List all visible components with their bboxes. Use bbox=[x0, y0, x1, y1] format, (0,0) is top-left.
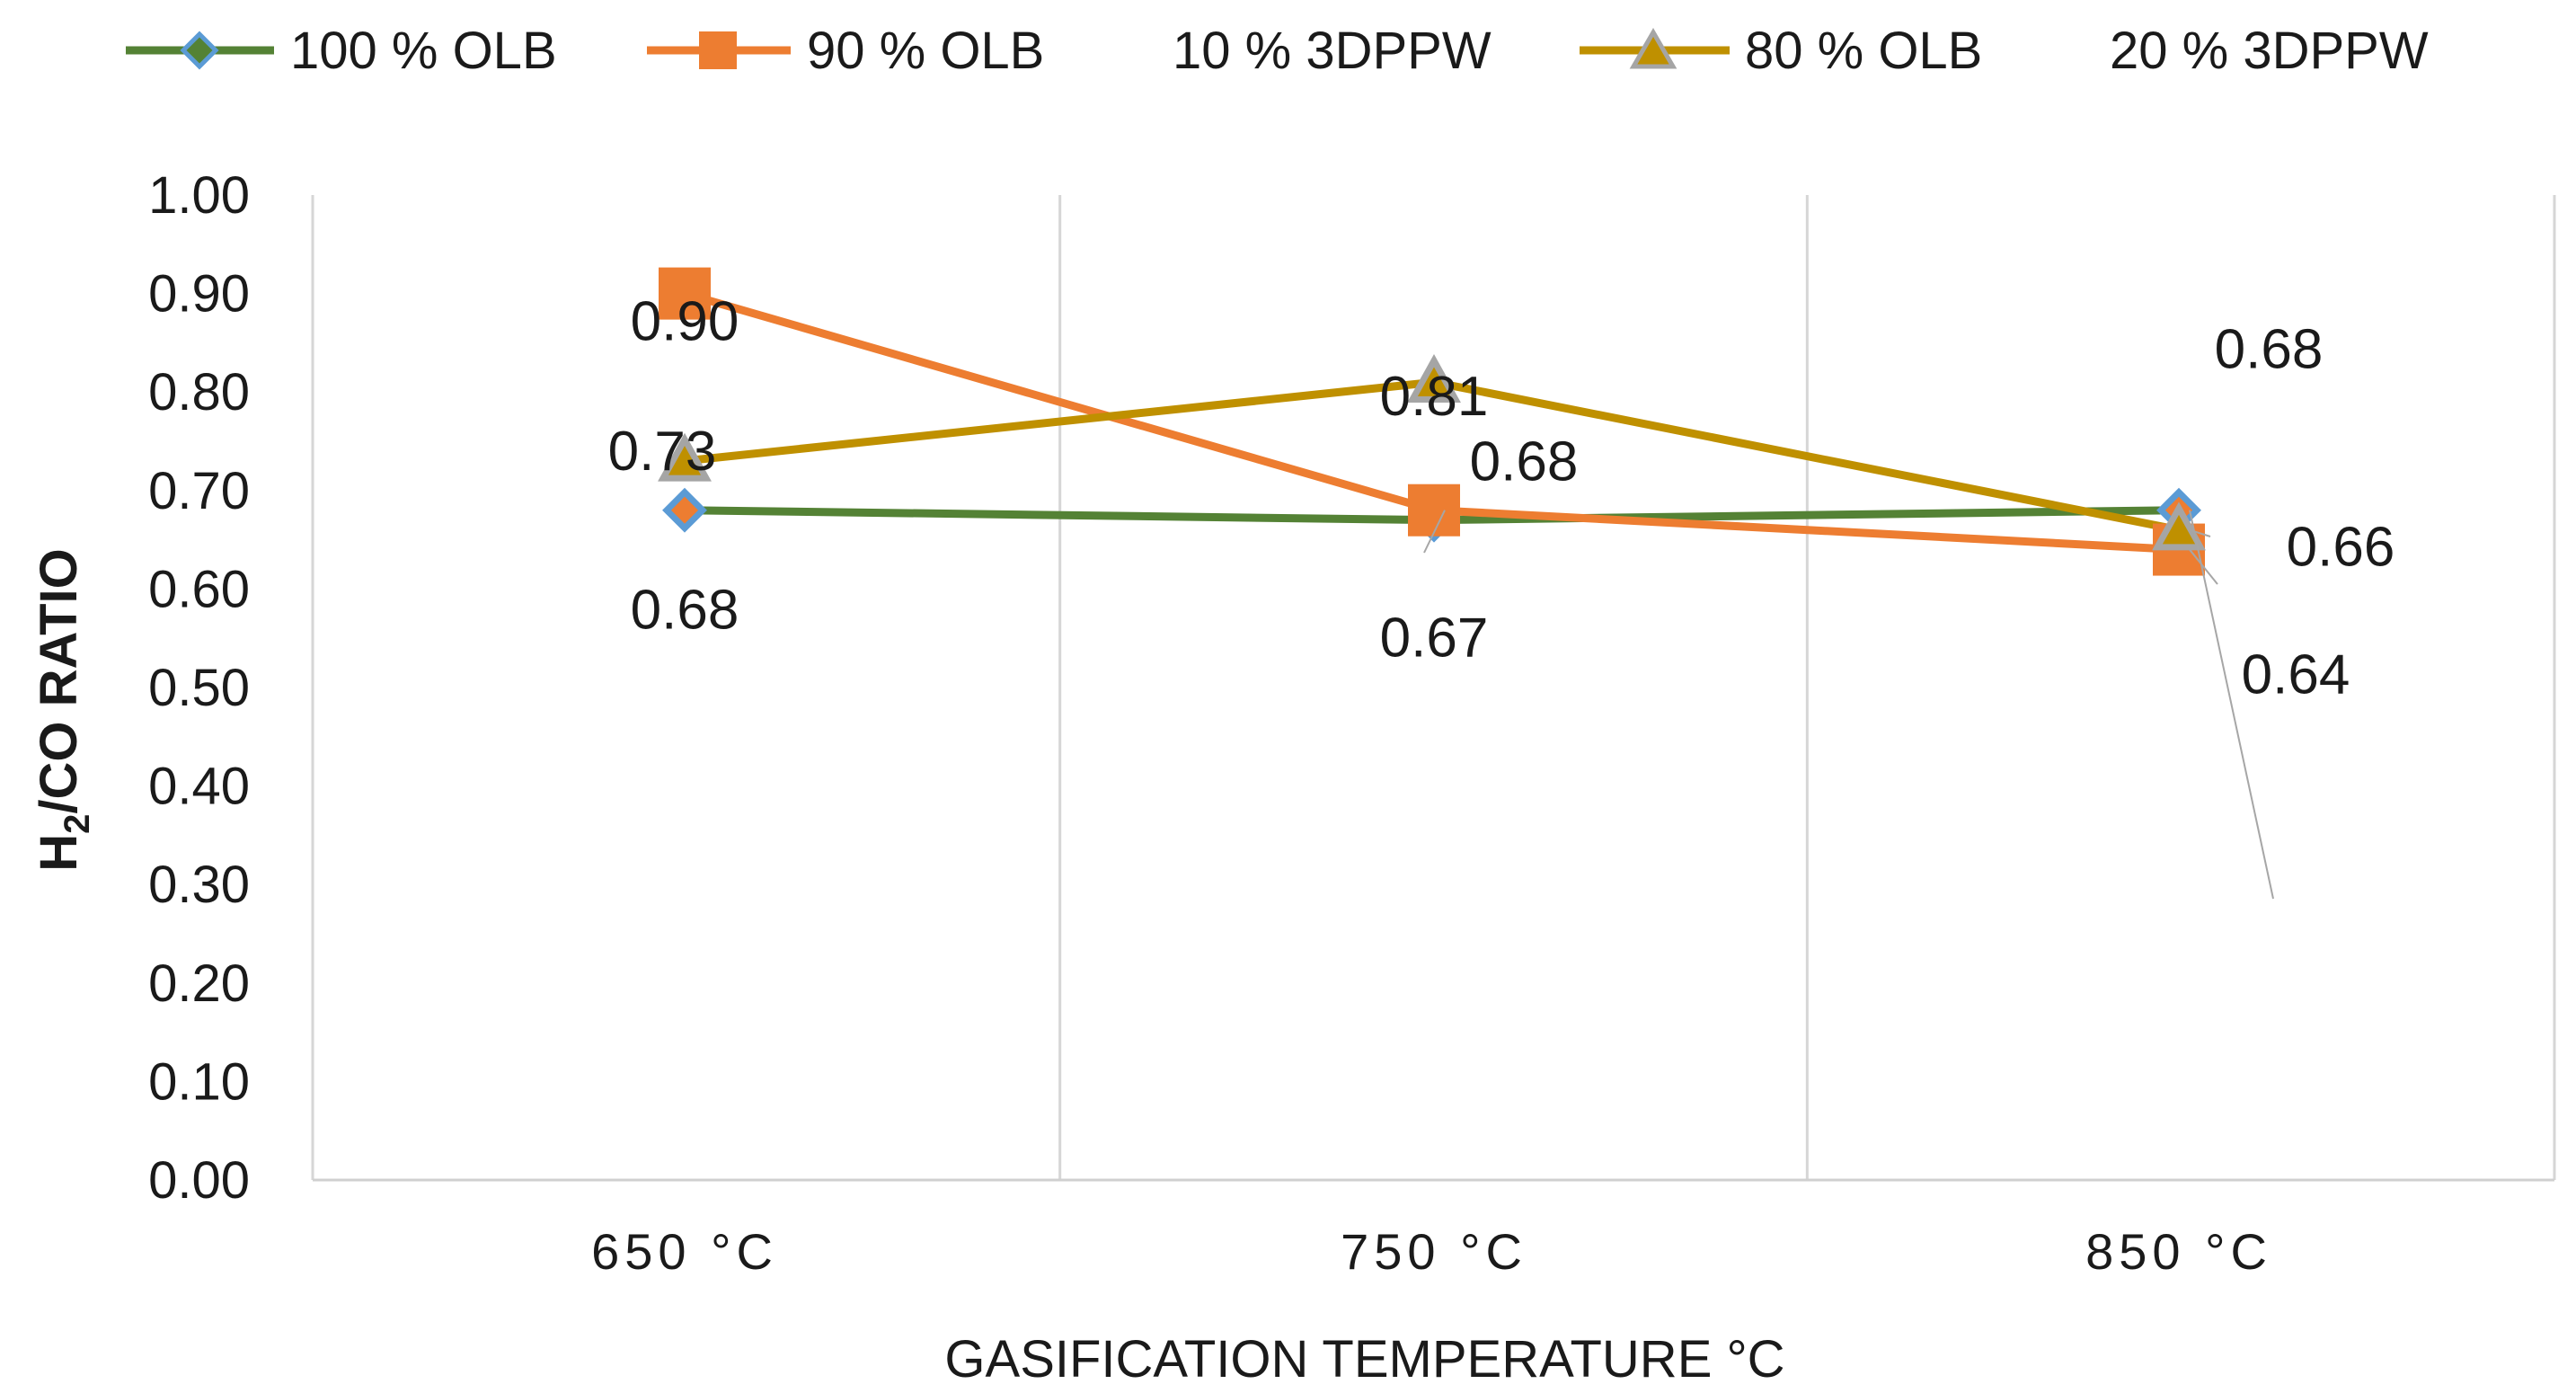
marker-layer bbox=[658, 267, 2206, 576]
data-label: 0.64 bbox=[2242, 644, 2350, 706]
y-tick-label: 0.30 bbox=[148, 856, 250, 914]
y-tick-label: 0.80 bbox=[148, 363, 250, 421]
y-tick-label: 0.90 bbox=[148, 265, 250, 324]
y-tick-label: 1.00 bbox=[148, 166, 250, 225]
legend-label-20-3dppw: 20 % 3DPPW bbox=[2110, 22, 2429, 80]
legend-swatch-90-olb-marker bbox=[699, 31, 737, 69]
y-tick-label: 0.20 bbox=[148, 954, 250, 1013]
legend-swatch-80-olb-marker bbox=[1629, 28, 1677, 69]
label-leader-line bbox=[2189, 548, 2218, 585]
leader-layer bbox=[1423, 510, 2274, 900]
data-point-marker bbox=[1408, 484, 1460, 537]
legend-label-90-olb: 90 % OLB bbox=[807, 22, 1044, 80]
y-axis-title-rest: /CO RATIO bbox=[30, 548, 88, 813]
y-axis-title-h: H bbox=[30, 834, 88, 872]
y-tick-label: 0.50 bbox=[148, 659, 250, 717]
x-tick-label: 650 °C bbox=[591, 1223, 778, 1280]
legend-entry-100-olb: 100 % OLB bbox=[126, 22, 557, 80]
y-tick-label: 0.60 bbox=[148, 560, 250, 618]
y-axis-title: H2/CO RATIO bbox=[30, 548, 97, 872]
legend-label-100-olb: 100 % OLB bbox=[290, 22, 557, 80]
x-axis-title: GASIFICATION TEMPERATURE °C bbox=[944, 1330, 1784, 1389]
label-leader-line bbox=[1423, 510, 1446, 554]
label-leader-line bbox=[2189, 510, 2274, 900]
data-point-marker bbox=[662, 487, 707, 533]
label-leader-line bbox=[2189, 528, 2211, 537]
data-label: 0.81 bbox=[1380, 366, 1489, 428]
legend-label-80-olb: 80 % OLB bbox=[1745, 22, 1982, 80]
x-axis-ticks: 650 °C 750 °C 850 °C bbox=[591, 1223, 2272, 1280]
data-label: 0.68 bbox=[1470, 431, 1579, 493]
data-labels: 0.68 0.67 0.68 0.90 0.68 0.64 0.73 0.81 0.66 bbox=[608, 291, 2395, 706]
data-label: 0.66 bbox=[2287, 517, 2395, 579]
x-tick-label: 850 °C bbox=[2085, 1223, 2272, 1280]
y-tick-label: 0.10 bbox=[148, 1052, 250, 1111]
y-axis-title-subscript: 2 bbox=[58, 814, 97, 834]
legend-entry-80-olb: 80 % OLB bbox=[1580, 22, 1982, 80]
data-label: 0.90 bbox=[631, 291, 739, 353]
legend-swatch-100-olb-marker bbox=[180, 31, 219, 70]
data-point-marker bbox=[2152, 501, 2206, 551]
data-label: 0.68 bbox=[2215, 319, 2324, 381]
data-label: 0.68 bbox=[631, 580, 739, 642]
gridlines bbox=[311, 195, 2556, 1180]
data-point-marker bbox=[658, 432, 712, 482]
data-point-marker bbox=[1407, 354, 1461, 403]
legend-entry-90-olb: 90 % OLB bbox=[647, 22, 1044, 80]
y-tick-label: 0.40 bbox=[148, 758, 250, 816]
y-axis-ticks: 0.00 0.10 0.20 0.30 0.40 0.50 0.60 0.70 0.80 0.90… bbox=[148, 166, 250, 1210]
x-tick-label: 750 °C bbox=[1341, 1223, 1527, 1280]
data-label: 0.67 bbox=[1380, 608, 1489, 670]
legend-label-10-3dppw: 10 % 3DPPW bbox=[1173, 22, 1492, 80]
data-label: 0.73 bbox=[608, 421, 717, 483]
data-point-marker bbox=[659, 267, 711, 320]
legend: 100 % OLB 90 % OLB 10 % 3DPPW 80 % OLB 2… bbox=[126, 22, 2429, 80]
y-tick-label: 0.00 bbox=[148, 1151, 250, 1210]
y-tick-label: 0.70 bbox=[148, 462, 250, 520]
